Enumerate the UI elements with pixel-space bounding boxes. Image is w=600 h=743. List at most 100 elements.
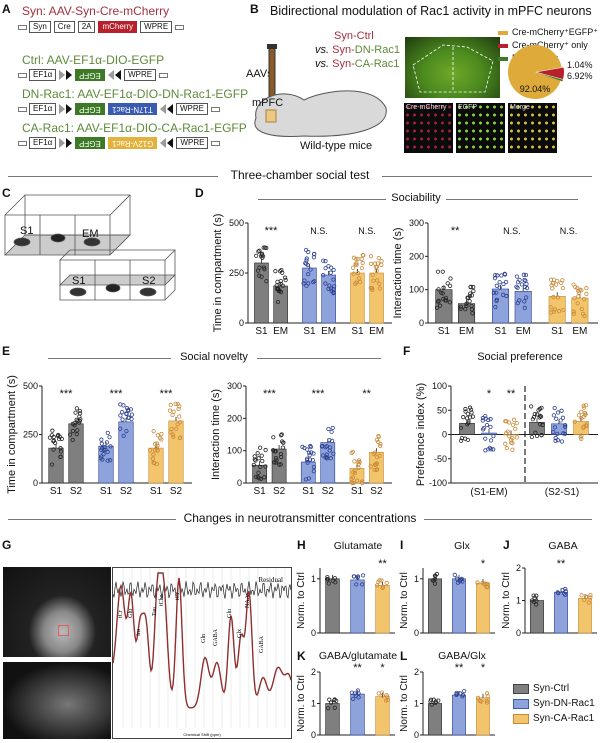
data-point xyxy=(173,401,178,406)
data-point xyxy=(539,433,544,438)
data-point xyxy=(356,695,361,700)
spectrum-peak-label: tCr xyxy=(175,592,181,600)
data-point xyxy=(522,299,527,304)
data-point xyxy=(504,431,509,436)
data-point xyxy=(379,578,384,583)
egfp-element: EGFP xyxy=(79,71,102,80)
data-point xyxy=(563,424,568,430)
data-point xyxy=(572,296,577,301)
spectrum-peak-label: GABA xyxy=(259,635,265,653)
data-point xyxy=(168,402,173,408)
data-point xyxy=(99,441,104,446)
data-point xyxy=(329,289,334,294)
2a-element: 2A xyxy=(77,21,96,33)
data-point xyxy=(274,283,279,288)
data-point xyxy=(351,470,356,475)
bar-chart-d-right: 0 100 200 300 Interaction time (s) S1 EM S1 EM S1… xyxy=(392,218,598,337)
data-point xyxy=(372,467,377,472)
data-point xyxy=(326,581,331,586)
mpfc-target-icon xyxy=(265,109,277,123)
x-tick-label: S1 xyxy=(438,326,451,337)
data-point xyxy=(434,305,440,310)
data-point xyxy=(480,415,485,421)
data-point xyxy=(273,460,278,465)
data-point xyxy=(509,437,514,442)
data-point xyxy=(331,277,336,282)
data-point xyxy=(170,432,175,437)
data-point xyxy=(73,410,78,415)
y-tick-label: 250 xyxy=(23,430,38,440)
data-point xyxy=(457,579,463,584)
data-point xyxy=(99,447,104,452)
data-point xyxy=(374,467,379,472)
significance-label: ** xyxy=(455,662,464,674)
divider xyxy=(424,519,592,520)
data-point xyxy=(461,415,466,420)
data-point xyxy=(151,460,156,465)
wpre-element: WPRE xyxy=(175,103,208,115)
data-point xyxy=(497,280,502,285)
pie-legend-item: Cre-mCherry⁺ only xyxy=(498,40,598,51)
y-axis-label: Norm. to Ctrl xyxy=(296,572,307,629)
data-point xyxy=(556,309,562,314)
data-point xyxy=(579,409,584,414)
mri-axial-image xyxy=(3,567,111,657)
y-tick-label: 500 xyxy=(229,218,244,228)
data-point xyxy=(371,452,376,457)
data-point xyxy=(356,691,361,696)
data-point xyxy=(467,299,472,304)
data-point xyxy=(458,304,463,309)
data-point xyxy=(505,429,510,434)
x-tick-label: S1 xyxy=(254,486,267,497)
data-point xyxy=(356,256,361,262)
data-point xyxy=(124,411,129,417)
data-point xyxy=(360,582,365,587)
data-point xyxy=(280,270,285,275)
syn-prefix: Syn- xyxy=(332,58,355,70)
bar-chart-h: 0 1 Norm. to Ctrl Glutamate ** xyxy=(296,540,395,638)
data-point xyxy=(469,293,475,298)
data-point xyxy=(580,311,586,316)
spectrum-peak-label: Glx xyxy=(237,629,243,638)
panel-label-i: I xyxy=(400,538,404,552)
data-point xyxy=(170,412,175,418)
data-point xyxy=(323,281,328,286)
legend-label: Syn-Ctrl xyxy=(533,683,570,694)
data-point xyxy=(581,424,586,429)
data-point xyxy=(372,462,378,467)
mri-sagittal-image xyxy=(3,662,111,739)
data-point xyxy=(584,286,589,291)
syn-prefix: Syn- xyxy=(332,44,355,56)
bar xyxy=(273,285,288,324)
data-point xyxy=(258,464,263,470)
data-point xyxy=(581,425,586,430)
data-point xyxy=(176,406,181,412)
data-point xyxy=(548,310,553,315)
data-point xyxy=(475,580,480,585)
data-point xyxy=(305,262,310,267)
data-point xyxy=(328,286,333,291)
data-point xyxy=(448,276,453,281)
data-point xyxy=(154,445,159,451)
mpfc-label: mPFC xyxy=(252,97,284,109)
data-point xyxy=(100,457,105,462)
data-point xyxy=(354,262,359,267)
data-point xyxy=(326,286,331,291)
data-point xyxy=(459,436,464,441)
fitted-spectrum xyxy=(113,572,291,709)
data-point xyxy=(529,598,535,603)
bar xyxy=(573,421,589,435)
data-point xyxy=(257,265,262,270)
data-point xyxy=(153,447,158,453)
data-point xyxy=(328,445,333,450)
data-point xyxy=(504,446,509,451)
data-point xyxy=(524,281,529,287)
spectrum-peak-label: NAA xyxy=(245,594,251,608)
data-point xyxy=(354,478,360,483)
bar xyxy=(48,447,64,484)
data-point xyxy=(584,423,589,429)
data-point xyxy=(303,261,308,266)
data-point xyxy=(488,417,493,422)
x-tick-label: S2 xyxy=(170,486,183,497)
